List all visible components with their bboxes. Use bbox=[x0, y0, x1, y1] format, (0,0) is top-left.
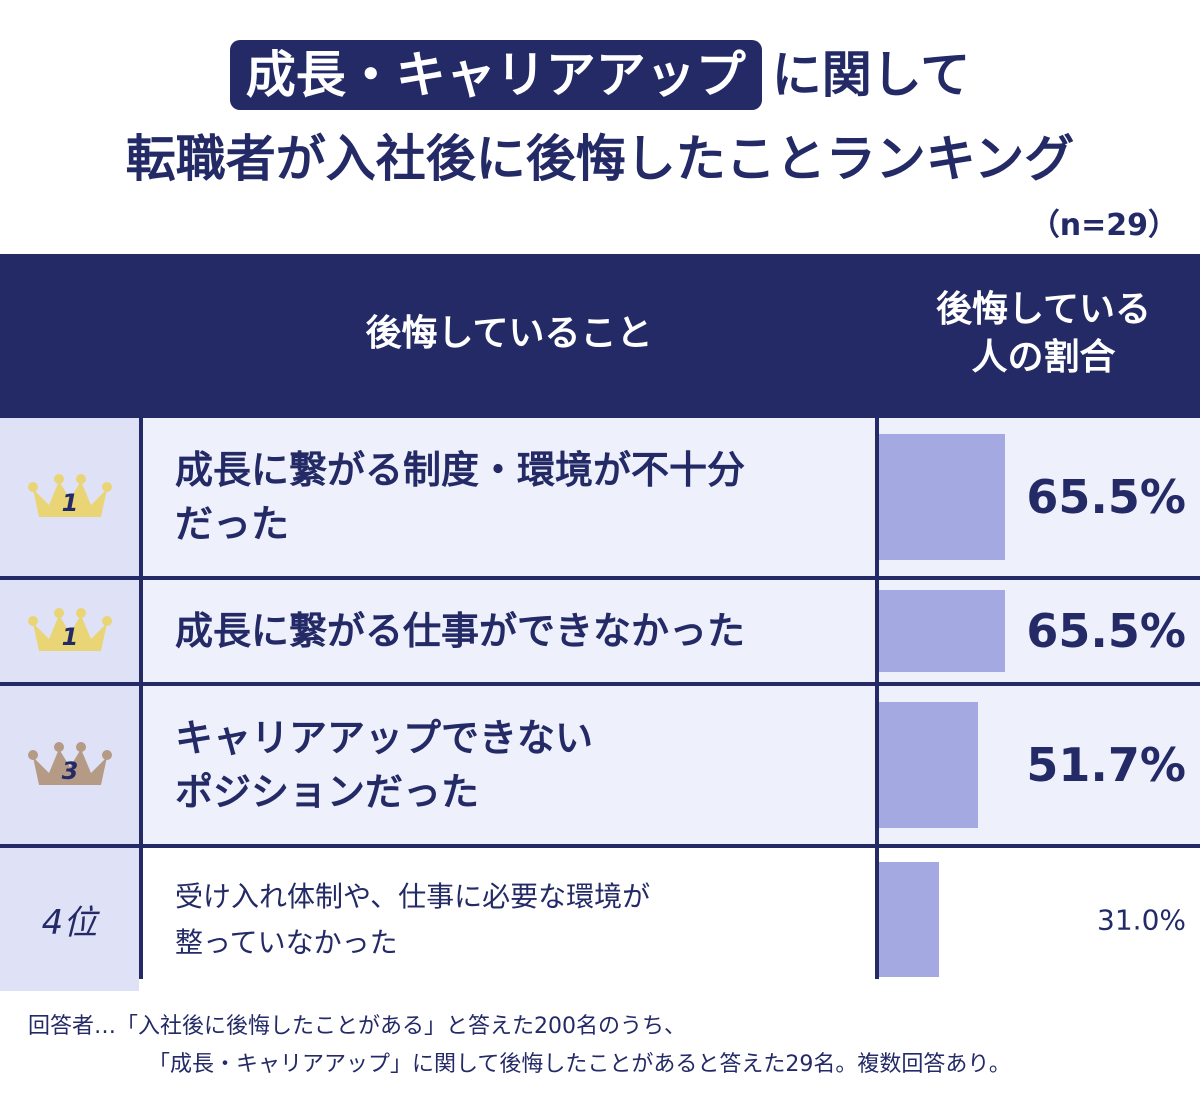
gold-crown-icon: 1 bbox=[27, 474, 112, 517]
item-label-2-line1: 成長に繋がる仕事ができなかった bbox=[175, 609, 746, 653]
header-rank-blank bbox=[0, 254, 139, 414]
chart-title: 成長・キャリアアップ に関して 転職者が入社後に後悔したことランキング bbox=[0, 38, 1200, 194]
footnote-line1: 回答者…「入社後に後悔したことがある」と答えた200名のうち、 bbox=[28, 1014, 686, 1039]
title-highlight: 成長・キャリアアップ bbox=[229, 40, 762, 110]
value-label-1: 65.5% bbox=[1026, 470, 1186, 524]
footnote: 回答者…「入社後に後悔したことがある」と答えた200名のうち、 「成長・キャリア… bbox=[28, 1008, 1011, 1084]
rank-cell-4: 4位 bbox=[0, 848, 139, 991]
item-label-2: 成長に繋がる仕事ができなかった bbox=[143, 580, 875, 682]
item-label-3: キャリアアップできない ポジションだった bbox=[143, 686, 875, 844]
value-label-4: 31.0% bbox=[1097, 903, 1186, 936]
value-cell-2: 65.5% bbox=[879, 580, 1200, 682]
sample-size-note: （n=29） bbox=[1029, 208, 1178, 243]
footnote-line2: 「成長・キャリアアップ」に関して後悔したことがあると答えた29名。複数回答あり。 bbox=[148, 1052, 1011, 1077]
value-cell-3: 51.7% bbox=[879, 686, 1200, 844]
bar-4 bbox=[879, 862, 939, 977]
header-pct-line1: 後悔している bbox=[936, 289, 1151, 330]
rank-number: 3 bbox=[61, 757, 78, 785]
rank-cell-3: 3 bbox=[0, 686, 139, 844]
item-label-4-line1: 受け入れ体制や、仕事に必要な環境が bbox=[175, 879, 651, 913]
value-label-2: 65.5% bbox=[1026, 604, 1186, 658]
bar-2 bbox=[879, 590, 1005, 672]
title-line-2: 転職者が入社後に後悔したことランキング bbox=[125, 130, 1075, 188]
header-item: 後悔していること bbox=[143, 254, 875, 414]
item-label-4-line2: 整っていなかった bbox=[175, 925, 398, 959]
item-label-4: 受け入れ体制や、仕事に必要な環境が 整っていなかった bbox=[143, 848, 875, 991]
bar-1 bbox=[879, 434, 1005, 560]
item-label-3-line1: キャリアアップできない bbox=[175, 716, 594, 760]
title-line-1: 成長・キャリアアップ に関して bbox=[0, 38, 1200, 112]
rank-number: 1 bbox=[61, 623, 78, 651]
bronze-crown-icon: 3 bbox=[27, 742, 112, 785]
bar-3 bbox=[879, 702, 978, 828]
value-cell-4: 31.0% bbox=[879, 848, 1200, 991]
item-label-1-line1: 成長に繋がる制度・環境が不十分 bbox=[175, 448, 746, 492]
rank-cell-1: 1 bbox=[0, 418, 139, 576]
header-pct-line2: 人の割合 bbox=[971, 337, 1116, 378]
rank-number: 1 bbox=[61, 489, 78, 517]
header-percentage: 後悔している 人の割合 bbox=[879, 254, 1200, 414]
gold-crown-icon: 1 bbox=[27, 608, 112, 651]
item-label-1-line2: だった bbox=[175, 502, 290, 546]
rank-cell-2: 1 bbox=[0, 580, 139, 682]
ranking-table: 後悔していること 後悔している 人の割合 1 成長に繋がる制度・環境が不十分 だ… bbox=[0, 254, 1200, 991]
value-label-3: 51.7% bbox=[1026, 738, 1186, 792]
item-label-1: 成長に繋がる制度・環境が不十分 だった bbox=[143, 418, 875, 576]
title-line1-rest: に関して bbox=[771, 46, 971, 104]
value-cell-1: 65.5% bbox=[879, 418, 1200, 576]
item-label-3-line2: ポジションだった bbox=[175, 770, 480, 814]
